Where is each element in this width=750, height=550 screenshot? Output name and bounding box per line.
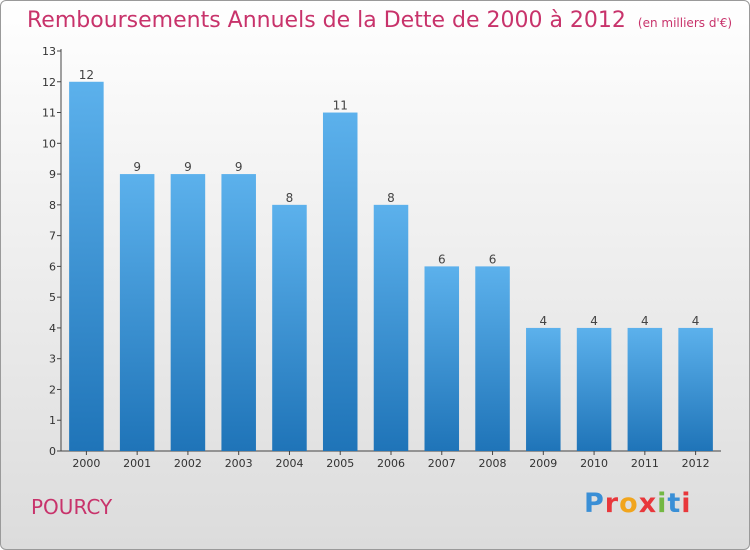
bar-2010: [576, 327, 612, 451]
bar-2011: [627, 327, 663, 451]
y-tick-label: 2: [49, 383, 56, 396]
commune-name: POURCY: [31, 495, 113, 519]
y-tick-label: 3: [49, 353, 56, 366]
x-tick-label: 2000: [72, 457, 100, 470]
data-label-2012: 4: [692, 314, 700, 328]
bar-2009: [526, 327, 561, 451]
data-label-2005: 11: [333, 99, 348, 113]
y-tick-label: 5: [49, 291, 56, 304]
data-label-2001: 9: [133, 160, 141, 174]
y-tick-label: 12: [42, 76, 56, 89]
data-label-2000: 12: [79, 68, 94, 82]
x-tick-label: 2006: [377, 457, 405, 470]
data-label-2002: 9: [184, 160, 192, 174]
y-tick-label: 9: [49, 168, 56, 181]
y-tick-label: 4: [49, 322, 56, 335]
data-label-2011: 4: [641, 314, 649, 328]
chart-title: Remboursements Annuels de la Dette de 20…: [27, 8, 732, 33]
data-label-2010: 4: [590, 314, 598, 328]
bar-2007: [424, 266, 460, 451]
y-tick-label: 0: [49, 445, 56, 458]
data-label-2007: 6: [438, 252, 446, 266]
bar-2008: [475, 266, 510, 451]
chart-unit: (en milliers d'€): [637, 16, 733, 30]
chart-title-text: Remboursements Annuels de la Dette de 20…: [27, 8, 626, 33]
y-tick-label: 8: [49, 199, 56, 212]
x-tick-label: 2012: [682, 457, 710, 470]
x-tick-label: 2005: [326, 457, 354, 470]
proxiti-logo: Proxiti: [584, 488, 692, 519]
x-tick-label: 2004: [275, 457, 303, 470]
y-tick-label: 1: [49, 414, 56, 427]
x-tick-label: 2008: [479, 457, 507, 470]
bar-2004: [272, 204, 307, 451]
data-label-2009: 4: [539, 314, 547, 328]
chart-bars: 12 9 9 9 8 11 8 6 6 4 4 4 4: [69, 68, 713, 452]
y-tick-label: 13: [42, 45, 56, 58]
x-tick-label: 2002: [174, 457, 202, 470]
bar-2005: [322, 112, 358, 452]
y-tick-label: 6: [49, 260, 56, 273]
data-label-2008: 6: [489, 252, 497, 266]
y-tick-label: 7: [49, 230, 56, 243]
data-label-2003: 9: [235, 160, 243, 174]
bar-2003: [221, 174, 256, 452]
x-tick-label: 2003: [225, 457, 253, 470]
x-tick-label: 2009: [529, 457, 557, 470]
y-tick-label: 10: [42, 137, 56, 150]
data-label-2004: 8: [286, 191, 294, 205]
x-tick-label: 2010: [580, 457, 608, 470]
data-label-2006: 8: [387, 191, 395, 205]
x-tick-label: 2001: [123, 457, 151, 470]
bar-2006: [373, 204, 409, 451]
bar-2002: [170, 174, 206, 452]
y-tick-label: 11: [42, 107, 56, 120]
bar-2000: [69, 81, 104, 452]
bar-2012: [678, 327, 713, 451]
x-tick-label: 2011: [631, 457, 659, 470]
x-tick-label: 2007: [428, 457, 456, 470]
bar-2001: [119, 174, 155, 452]
